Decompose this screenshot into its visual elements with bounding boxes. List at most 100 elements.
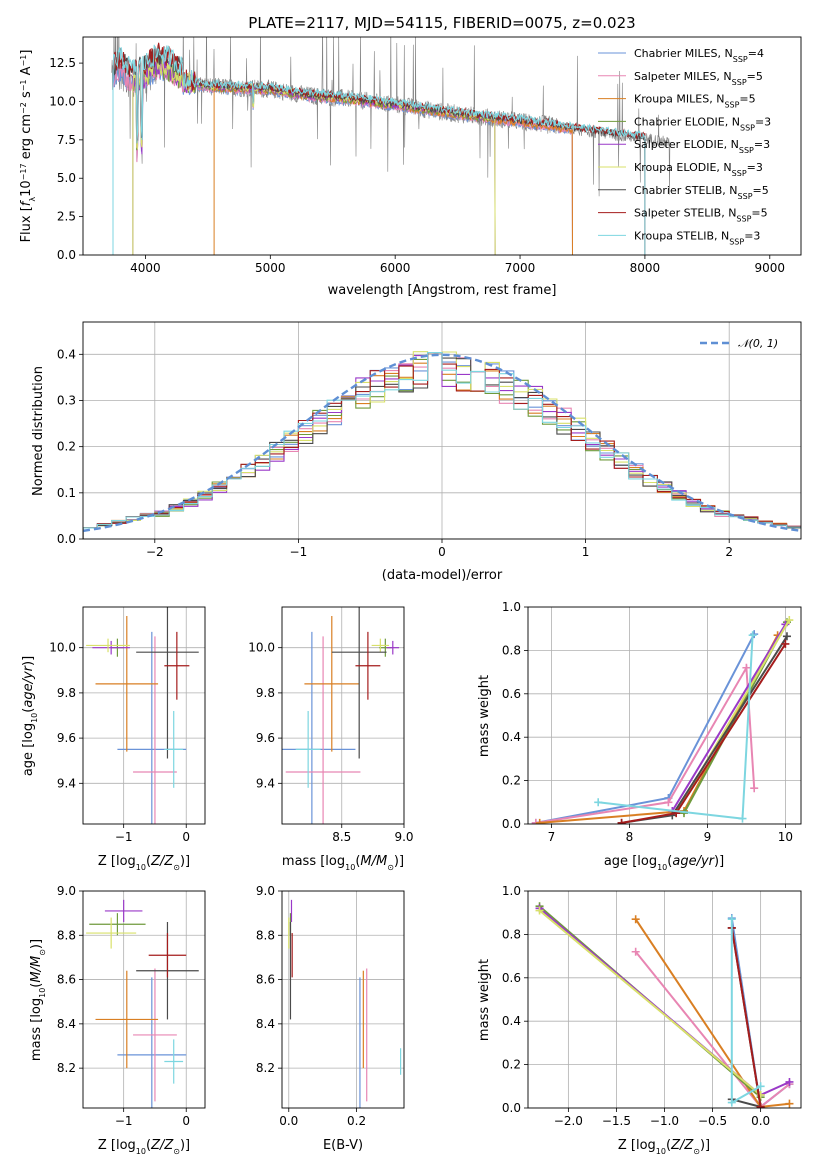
y-tick-label: 0.0	[502, 817, 521, 831]
y-tick-label: 8.4	[256, 1017, 275, 1031]
plus-marker	[781, 639, 790, 648]
x-tick-label: −1	[115, 830, 133, 844]
y-tick-label: 10.0	[49, 641, 76, 655]
y-tick-label: 8.4	[57, 1017, 76, 1031]
x-tick-label: 0.0	[279, 1114, 298, 1128]
y-tick-label: 0.2	[57, 440, 76, 454]
y-tick-label: 9.8	[57, 686, 76, 700]
y-tick-label: 1.0	[502, 600, 521, 614]
x-axis-label: (data-model)/error	[382, 568, 503, 583]
legend-entry: Chabrier MILES, NSSP=4	[634, 47, 764, 64]
panel-massweight-vs-age: 7 8 9 10 0.0 0.2 0.4 0.6 0.8 1.0	[502, 600, 802, 844]
gaussian-curve	[83, 353, 801, 533]
y-tick-label: 8.8	[256, 928, 275, 942]
y-axis-label: mass [log10(M/M⊙)]	[29, 939, 47, 1061]
y-tick-label: 10.0	[248, 641, 275, 655]
axes-frame	[281, 606, 405, 825]
panel-age-vs-mass: 8.5 9.0 9.4 9.6 9.8 10.0	[248, 606, 414, 844]
y-axis-label: age [log10(age/yr)]	[21, 656, 39, 776]
axes-frame	[82, 606, 206, 825]
y-tick-label: 8.8	[57, 928, 76, 942]
x-tick-label: 2	[725, 545, 733, 559]
axes-frame	[527, 890, 802, 1109]
y-axis-label: mass weight	[477, 675, 492, 757]
x-tick-label: 0	[182, 1114, 190, 1128]
y-tick-label: 5.0	[57, 171, 76, 185]
y-tick-label: 8.6	[256, 973, 275, 987]
mass-weight-series-line	[535, 664, 756, 824]
plus-marker	[664, 798, 673, 807]
y-tick-label: 0.0	[502, 1101, 521, 1115]
axes-frame	[82, 36, 802, 256]
y-axis-label: Normed distribution	[31, 366, 46, 496]
x-tick-label: −0.5	[698, 1114, 727, 1128]
plot-area	[528, 891, 801, 1108]
x-tick-label: 8.5	[332, 830, 351, 844]
x-tick-label: 6000	[380, 261, 411, 275]
y-tick-label: 0.2	[502, 774, 521, 788]
plus-marker	[750, 784, 759, 793]
x-axis-label: Z [log10(Z/Z⊙)]	[98, 854, 190, 872]
legend-entry: Chabrier ELODIE, NSSP=3	[634, 115, 771, 131]
model-spectrum-line	[112, 61, 573, 255]
axes-frame	[82, 890, 206, 1109]
plus-marker	[617, 818, 626, 824]
x-axis-label: age [log10(age/yr)]	[604, 854, 724, 872]
legend-entry: Kroupa STELIB, NSSP=3	[634, 229, 760, 246]
panel-spectrum: 4000 5000 6000 7000 8000 9000 0.0 2.5 5.0 7.5 10.0…	[49, 36, 802, 275]
legend: Chabrier MILES, NSSP=4 Salpeter MILES, NS…	[598, 47, 771, 246]
plot-area	[83, 891, 205, 1108]
y-tick-label: 2.5	[57, 210, 76, 224]
y-tick-label: 9.6	[256, 731, 275, 745]
mass-weight-series-line	[671, 623, 787, 812]
chart-title: PLATE=2117, MJD=54115, FIBERID=0075, z=0…	[248, 14, 635, 32]
plot-area	[111, 37, 671, 255]
y-tick-label: 0.8	[502, 927, 521, 941]
model-spectrum-line	[112, 44, 646, 255]
plus-marker	[782, 632, 791, 641]
legend-entry: Salpeter ELODIE, NSSP=3	[634, 138, 770, 155]
x-axis-label: wavelength [Angstrom, rest frame]	[328, 283, 557, 298]
plus-marker	[535, 818, 544, 824]
y-tick-label: 10.0	[49, 94, 76, 108]
x-tick-label: 0	[438, 545, 446, 559]
x-axis-label: E(B-V)	[323, 1138, 363, 1153]
plus-marker	[738, 814, 747, 823]
legend: 𝒩(0, 1)	[700, 337, 778, 350]
x-tick-label: 10	[778, 830, 793, 844]
y-tick-label: 1.0	[502, 884, 521, 898]
plot-area	[83, 322, 801, 539]
plus-marker	[727, 1098, 736, 1107]
panel-massweight-vs-Z: −2.0 −1.5 −1.0 −0.5 0.0 0.0 0.2 0.4 0.6 0.8 1.0	[502, 884, 802, 1128]
legend-entry: Kroupa MILES, NSSP=5	[634, 93, 756, 110]
x-tick-label: 9	[704, 830, 712, 844]
y-tick-label: 0.0	[57, 532, 76, 546]
panel-mass-vs-EBV: 0.0 0.2 8.2 8.4 8.6 8.8 9.0	[256, 884, 405, 1128]
legend-entry: Salpeter STELIB, NSSP=5	[634, 207, 768, 224]
model-spectrum-line	[213, 83, 573, 255]
x-axis-label: mass [log10(M/M⊙)]	[282, 854, 404, 872]
panel-residuals: −2 −1 0 1 2 0.0 0.1 0.2 0.3 0.4	[57, 321, 802, 559]
y-tick-label: 7.5	[57, 133, 76, 147]
x-tick-label: 8000	[630, 261, 661, 275]
y-tick-label: 0.4	[502, 1014, 521, 1028]
mass-weight-series-line	[730, 927, 762, 1108]
y-tick-label: 0.0	[57, 248, 76, 262]
x-tick-label: 0.0	[751, 1114, 770, 1128]
y-tick-label: 9.6	[57, 731, 76, 745]
plus-marker	[631, 947, 640, 956]
y-tick-label: 12.5	[49, 56, 76, 70]
plus-marker	[785, 1077, 794, 1086]
x-tick-label: −2.0	[554, 1114, 583, 1128]
plus-marker	[785, 616, 794, 625]
plus-marker	[727, 915, 736, 924]
y-tick-label: 0.2	[502, 1058, 521, 1072]
y-axis-label: mass weight	[477, 959, 492, 1041]
axes-frame	[527, 606, 802, 825]
x-tick-label: −1.0	[650, 1114, 679, 1128]
model-spectrum-line	[112, 61, 573, 255]
y-tick-label: 0.4	[502, 730, 521, 744]
plus-marker	[750, 630, 759, 639]
x-tick-label: −1	[115, 1114, 133, 1128]
